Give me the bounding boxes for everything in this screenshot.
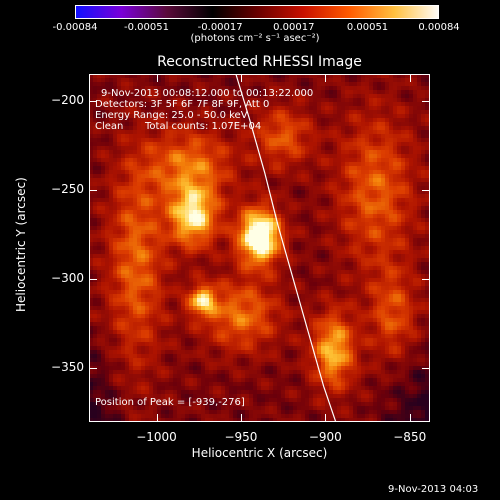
rhessi-map [89,74,430,422]
x-tick-mark [409,74,411,82]
energy-range-text: Energy Range: 25.0 - 50.0 keV [95,110,248,121]
y-tick-mark [89,190,97,191]
x-tick-label: −850 [393,430,427,444]
x-tick-mark [240,414,242,422]
x-axis-label: Heliocentric X (arcsec) [191,446,328,460]
y-tick-mark [89,279,97,281]
y-axis-label: Heliocentric Y (arcsec) [14,177,28,312]
x-tick-mark [325,74,327,82]
x-tick-label: −950 [224,430,258,444]
y-tick-mark [422,279,430,281]
y-tick-mark [422,100,430,102]
y-tick-mark [422,368,430,370]
colorbar [75,5,439,19]
chart-title: Reconstructed RHESSI Image [157,54,362,70]
y-tick-mark [89,368,97,370]
x-tick-mark [240,74,242,82]
colorbar-tick-label: 0.00051 [346,22,389,33]
method-text: Clean [95,121,124,132]
time-range-text: 9-Nov-2013 00:08:12.000 to 00:13:22.000 [101,88,314,99]
y-tick-label: −300 [51,271,84,286]
y-tick-mark [89,100,97,102]
solar-limb-line [235,74,337,422]
colorbar-tick-label: -0.00051 [124,22,169,33]
y-tick-label: −250 [51,182,84,196]
x-tick-mark [156,414,158,422]
x-tick-mark [325,414,327,422]
colorbar-tick-label: 0.00084 [418,22,460,33]
y-tick-label: −350 [51,360,84,375]
colorbar-tick-label: 0.00017 [273,22,315,33]
y-tick-label: −200 [51,92,84,107]
colorbar-tick-label: -0.00017 [197,22,243,33]
peak-position-text: Position of Peak = [-939,-276] [95,397,245,408]
detectors-text: Detectors: 3F 5F 6F 7F 8F 9F, Att 0 [95,99,270,110]
total-counts-text: Total counts: 1.07E+04 [145,121,262,132]
colorbar-unit-label: (photons cm⁻² s⁻¹ asec⁻²) [190,33,320,44]
colorbar-tick-label: -0.00084 [52,22,98,33]
x-tick-label: −1000 [136,430,177,444]
x-tick-label: −900 [308,430,342,444]
y-tick-mark [422,190,430,191]
x-tick-mark [156,74,158,82]
timestamp: 9-Nov-2013 04:03 [388,484,479,495]
x-tick-mark [409,414,411,422]
